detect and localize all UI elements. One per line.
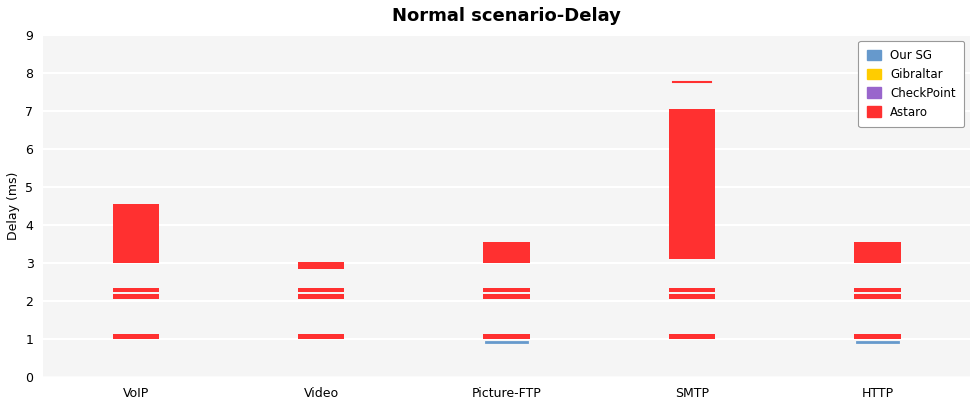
Bar (484, 294, 530, 299)
Bar (669, 288, 715, 292)
Bar (484, 334, 530, 339)
Bar (112, 288, 159, 292)
Bar (298, 288, 345, 292)
Bar (669, 147, 715, 259)
Bar (669, 145, 715, 160)
Bar (854, 288, 901, 292)
Y-axis label: Delay (ms): Delay (ms) (7, 172, 20, 240)
Legend: Our SG, Gibraltar, CheckPoint, Astaro: Our SG, Gibraltar, CheckPoint, Astaro (859, 41, 964, 127)
Bar (298, 294, 345, 299)
Bar (112, 204, 159, 263)
Bar (669, 294, 715, 299)
Bar (484, 288, 530, 292)
Bar (854, 334, 901, 339)
Bar (484, 242, 530, 263)
Bar (298, 262, 345, 269)
Bar (854, 242, 901, 263)
Bar (669, 334, 715, 339)
Bar (854, 294, 901, 299)
Bar (298, 334, 345, 339)
Bar (669, 109, 715, 147)
Bar (112, 294, 159, 299)
Bar (112, 334, 159, 339)
Title: Normal scenario-Delay: Normal scenario-Delay (392, 7, 621, 25)
